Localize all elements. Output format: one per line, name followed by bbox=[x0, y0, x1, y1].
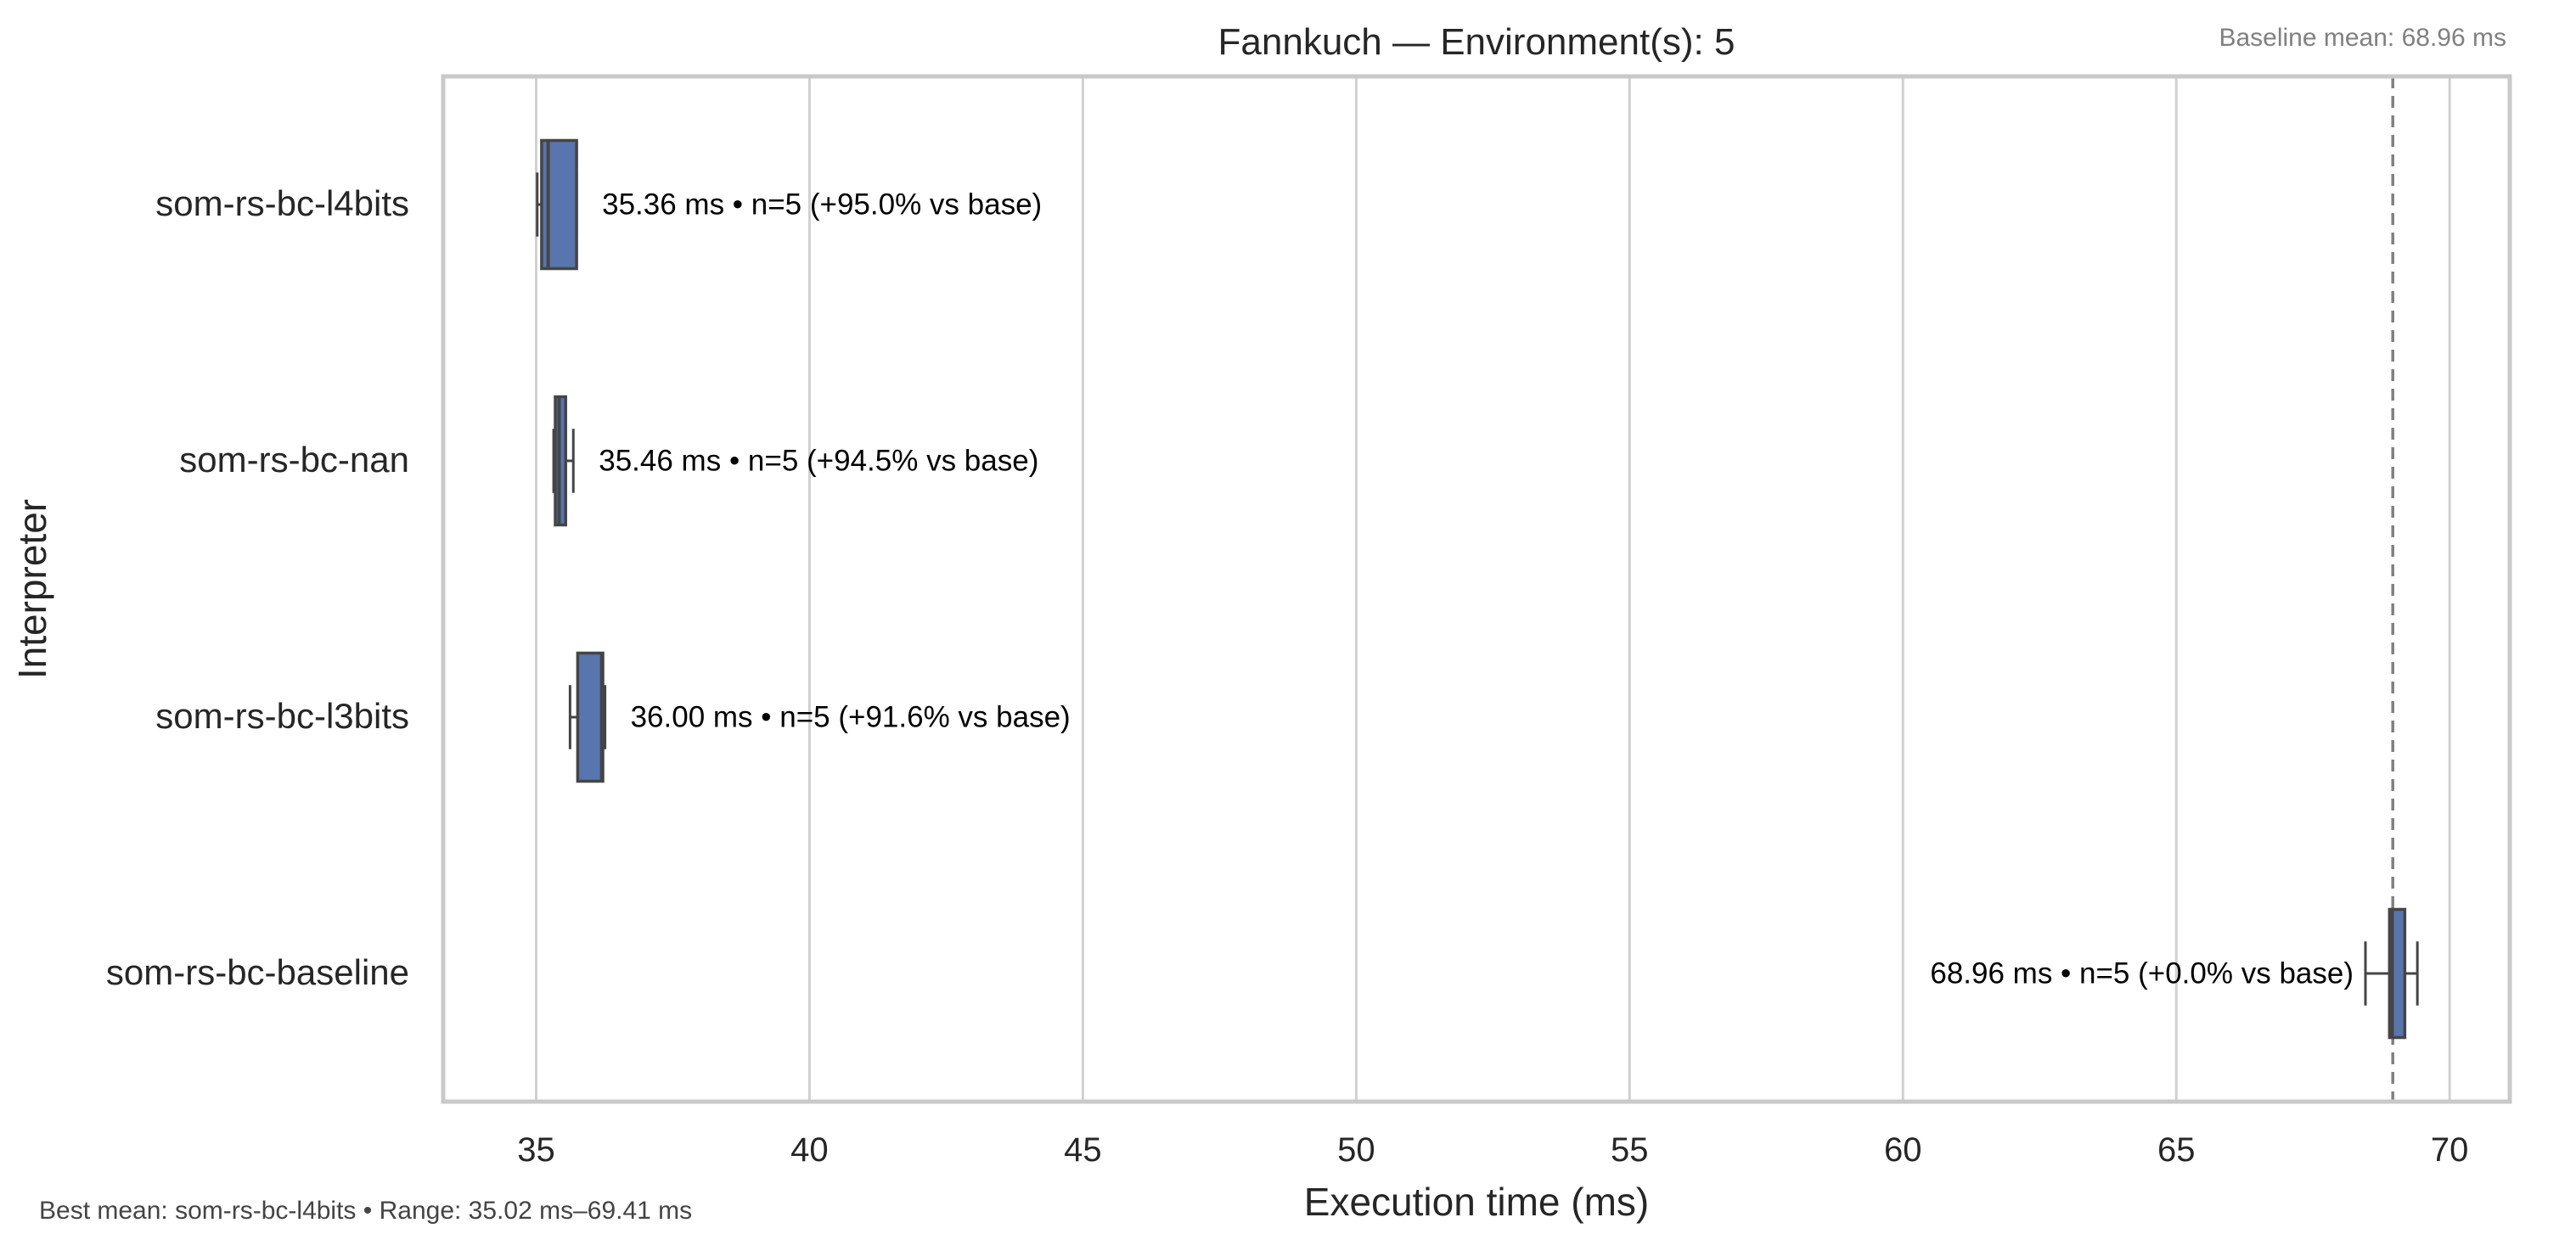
x-tick-label: 35 bbox=[517, 1131, 555, 1169]
x-tick-labels: 35 40 45 50 55 60 65 70 bbox=[517, 1131, 2468, 1169]
y-category-label: som-rs-bc-l4bits bbox=[155, 183, 409, 223]
box-annotation: 68.96 ms • n=5 (+0.0% vs base) bbox=[1930, 956, 2354, 990]
footer-note: Best mean: som-rs-bc-l4bits • Range: 35.… bbox=[39, 1197, 692, 1225]
iqr-box bbox=[576, 651, 605, 783]
chart-title: Fannkuch — Environment(s): 5 bbox=[1218, 21, 1735, 63]
x-tick-label: 55 bbox=[1611, 1131, 1649, 1169]
x-tick-label: 45 bbox=[1064, 1131, 1102, 1169]
box-annotation: 36.00 ms • n=5 (+91.6% vs base) bbox=[631, 700, 1071, 733]
boxes bbox=[536, 138, 2419, 1040]
y-category-labels: som-rs-bc-l4bits som-rs-bc-nan som-rs-bc-l… bbox=[106, 183, 409, 992]
annotations: 35.36 ms • n=5 (+95.0% vs base) 35.46 ms … bbox=[599, 188, 2354, 990]
x-tick-label: 65 bbox=[2157, 1131, 2196, 1169]
box-som-rs-bc-l3bits bbox=[568, 651, 607, 783]
x-axis-label: Execution time (ms) bbox=[1304, 1180, 1649, 1224]
box-som-rs-bc-l4bits bbox=[536, 138, 578, 271]
x-tick-label: 70 bbox=[2431, 1131, 2469, 1169]
box-som-rs-bc-baseline bbox=[2364, 907, 2419, 1040]
y-category-label: som-rs-bc-baseline bbox=[106, 952, 409, 992]
plot-frame bbox=[441, 74, 2512, 1104]
y-axis-label: Interpreter bbox=[10, 499, 54, 679]
box-annotation: 35.36 ms • n=5 (+95.0% vs base) bbox=[602, 188, 1042, 221]
y-category-label: som-rs-bc-nan bbox=[179, 440, 409, 480]
baseline-mean-note: Baseline mean: 68.96 ms bbox=[2219, 24, 2506, 52]
box-som-rs-bc-nan bbox=[552, 395, 575, 527]
x-tick-label: 50 bbox=[1337, 1131, 1375, 1169]
gridlines bbox=[534, 76, 2451, 1102]
box-annotation: 35.46 ms • n=5 (+94.5% vs base) bbox=[599, 444, 1038, 477]
x-tick-label: 40 bbox=[790, 1131, 829, 1169]
x-tick-label: 60 bbox=[1884, 1131, 1922, 1169]
y-category-label: som-rs-bc-l3bits bbox=[155, 696, 409, 736]
